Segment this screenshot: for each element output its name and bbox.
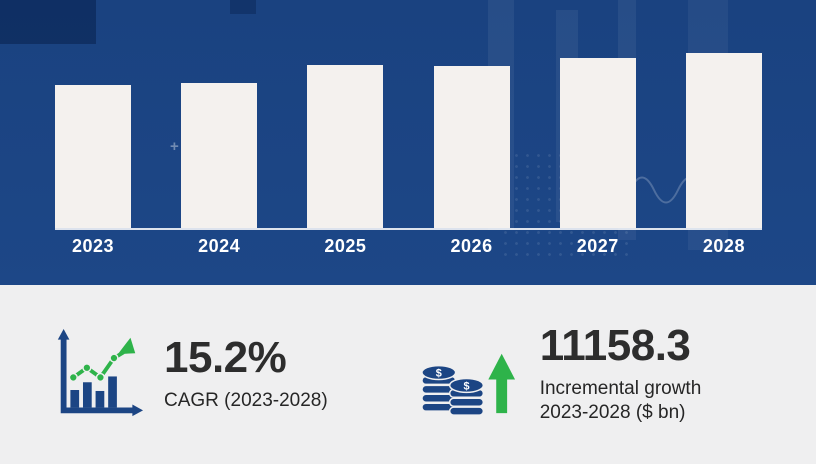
growth-chart-icon xyxy=(52,327,144,423)
up-arrow-icon xyxy=(495,374,507,413)
year-label-2024: 2024 xyxy=(198,236,241,256)
bar-2026 xyxy=(433,66,510,228)
bar-2025 xyxy=(307,65,384,228)
bar-2024 xyxy=(181,83,258,228)
year-label-2025: 2025 xyxy=(324,236,367,256)
year-label-2026: 2026 xyxy=(450,236,493,256)
cagr-stat: 15.2% CAGR (2023-2028) xyxy=(52,327,328,423)
year-label-2027: 2027 xyxy=(576,236,619,256)
incremental-label: Incremental growth 2023-2028 ($ bn) xyxy=(540,377,702,425)
svg-text:$: $ xyxy=(463,380,469,392)
svg-text:$: $ xyxy=(435,367,441,379)
bar-2023 xyxy=(55,85,131,228)
year-label-2028: 2028 xyxy=(702,236,745,256)
stats-panel: 15.2% CAGR (2023-2028) $ xyxy=(0,285,816,464)
incremental-value: 11158.3 xyxy=(539,321,691,371)
coins-growth-icon: $ $ xyxy=(416,327,520,423)
year-label-2023: 2023 xyxy=(71,236,115,256)
bar-2028 xyxy=(685,53,762,228)
incremental-label-line2: 2023-2028 ($ bn) xyxy=(539,402,686,423)
bar-2027 xyxy=(559,58,636,228)
cagr-value: 15.2% xyxy=(164,333,287,383)
cagr-label: CAGR (2023-2028) xyxy=(164,390,328,412)
bar-group xyxy=(55,0,762,230)
incremental-label-line1: Incremental growth xyxy=(539,378,702,400)
incremental-growth-stat: $ $ 11158.3 Incremental growth 2023-2028… xyxy=(416,321,702,425)
bar-chart-section: + 2023 2024 2025 2026 2027 2028 xyxy=(0,0,816,285)
x-axis-labels: 2023 2024 2025 2026 2027 2028 xyxy=(55,236,762,257)
